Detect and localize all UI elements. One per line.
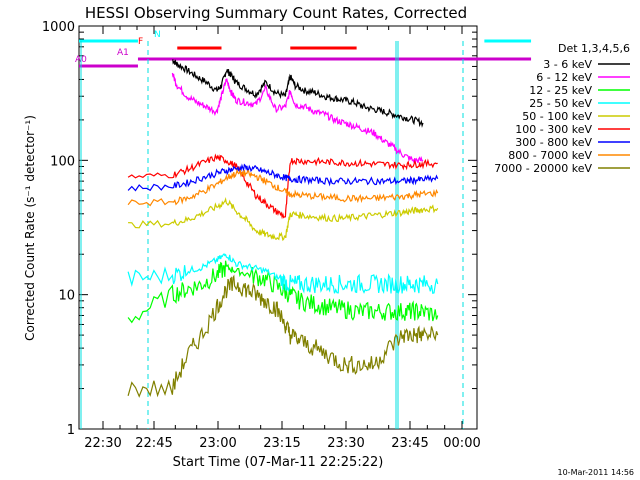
series-line [127, 153, 438, 220]
data-series [127, 59, 439, 398]
legend-label: 12 - 25 keV [529, 84, 592, 97]
legend-label: 25 - 50 keV [529, 97, 592, 110]
series-line [171, 72, 424, 165]
y-tick-label: 10 [58, 289, 75, 304]
y-axis-label: Corrected Count Rate (s⁻¹ detector⁻¹) [23, 115, 37, 341]
legend-label: 7000 - 20000 keV [494, 162, 592, 175]
state-label-n: N [154, 30, 161, 40]
state-label-a1: A1 [117, 48, 129, 58]
series-line [127, 260, 439, 324]
x-tick-label: 22:30 [84, 436, 121, 451]
series-line [127, 163, 439, 192]
plot-frame [78, 25, 478, 430]
legend-label: 800 - 7000 keV [508, 149, 592, 162]
legend-label: 100 - 300 keV [515, 123, 592, 136]
x-tick-label: 23:45 [391, 436, 428, 451]
series-line [127, 168, 439, 207]
x-tick-label: 23:30 [327, 436, 364, 451]
chart-title: HESSI Observing Summary Count Rates, Cor… [85, 4, 467, 22]
x-tick-label: 00:00 [443, 436, 480, 451]
legend-label: 3 - 6 keV [543, 58, 592, 71]
series-line [127, 274, 439, 398]
x-tick-labels: 22:30 22:45 23:00 23:15 23:30 23:45 00:00 [84, 436, 480, 451]
legend-label: 6 - 12 keV [536, 71, 592, 84]
y-tick-label: 1000 [42, 20, 75, 35]
generation-timestamp: 10-Mar-2011 14:56 [557, 468, 635, 477]
series-line [128, 196, 439, 242]
x-tick-label: 23:00 [199, 436, 236, 451]
series-line [127, 253, 439, 294]
x-axis-label: Start Time (07-Mar-11 22:25:22) [173, 455, 384, 470]
legend-label: 50 - 100 keV [522, 110, 592, 123]
y-tick-label: 1 [67, 423, 75, 438]
y-tick-labels: 1 10 100 1000 [42, 20, 75, 438]
state-label-f: F [138, 37, 143, 47]
x-tick-label: 22:45 [135, 436, 172, 451]
plot-ticks [79, 25, 477, 430]
x-tick-label: 23:15 [263, 436, 300, 451]
y-tick-label: 100 [50, 154, 75, 169]
series-line [172, 59, 424, 128]
legend-title: Det 1,3,4,5,6 [558, 42, 630, 55]
legend-label: 300 - 800 keV [515, 136, 592, 149]
